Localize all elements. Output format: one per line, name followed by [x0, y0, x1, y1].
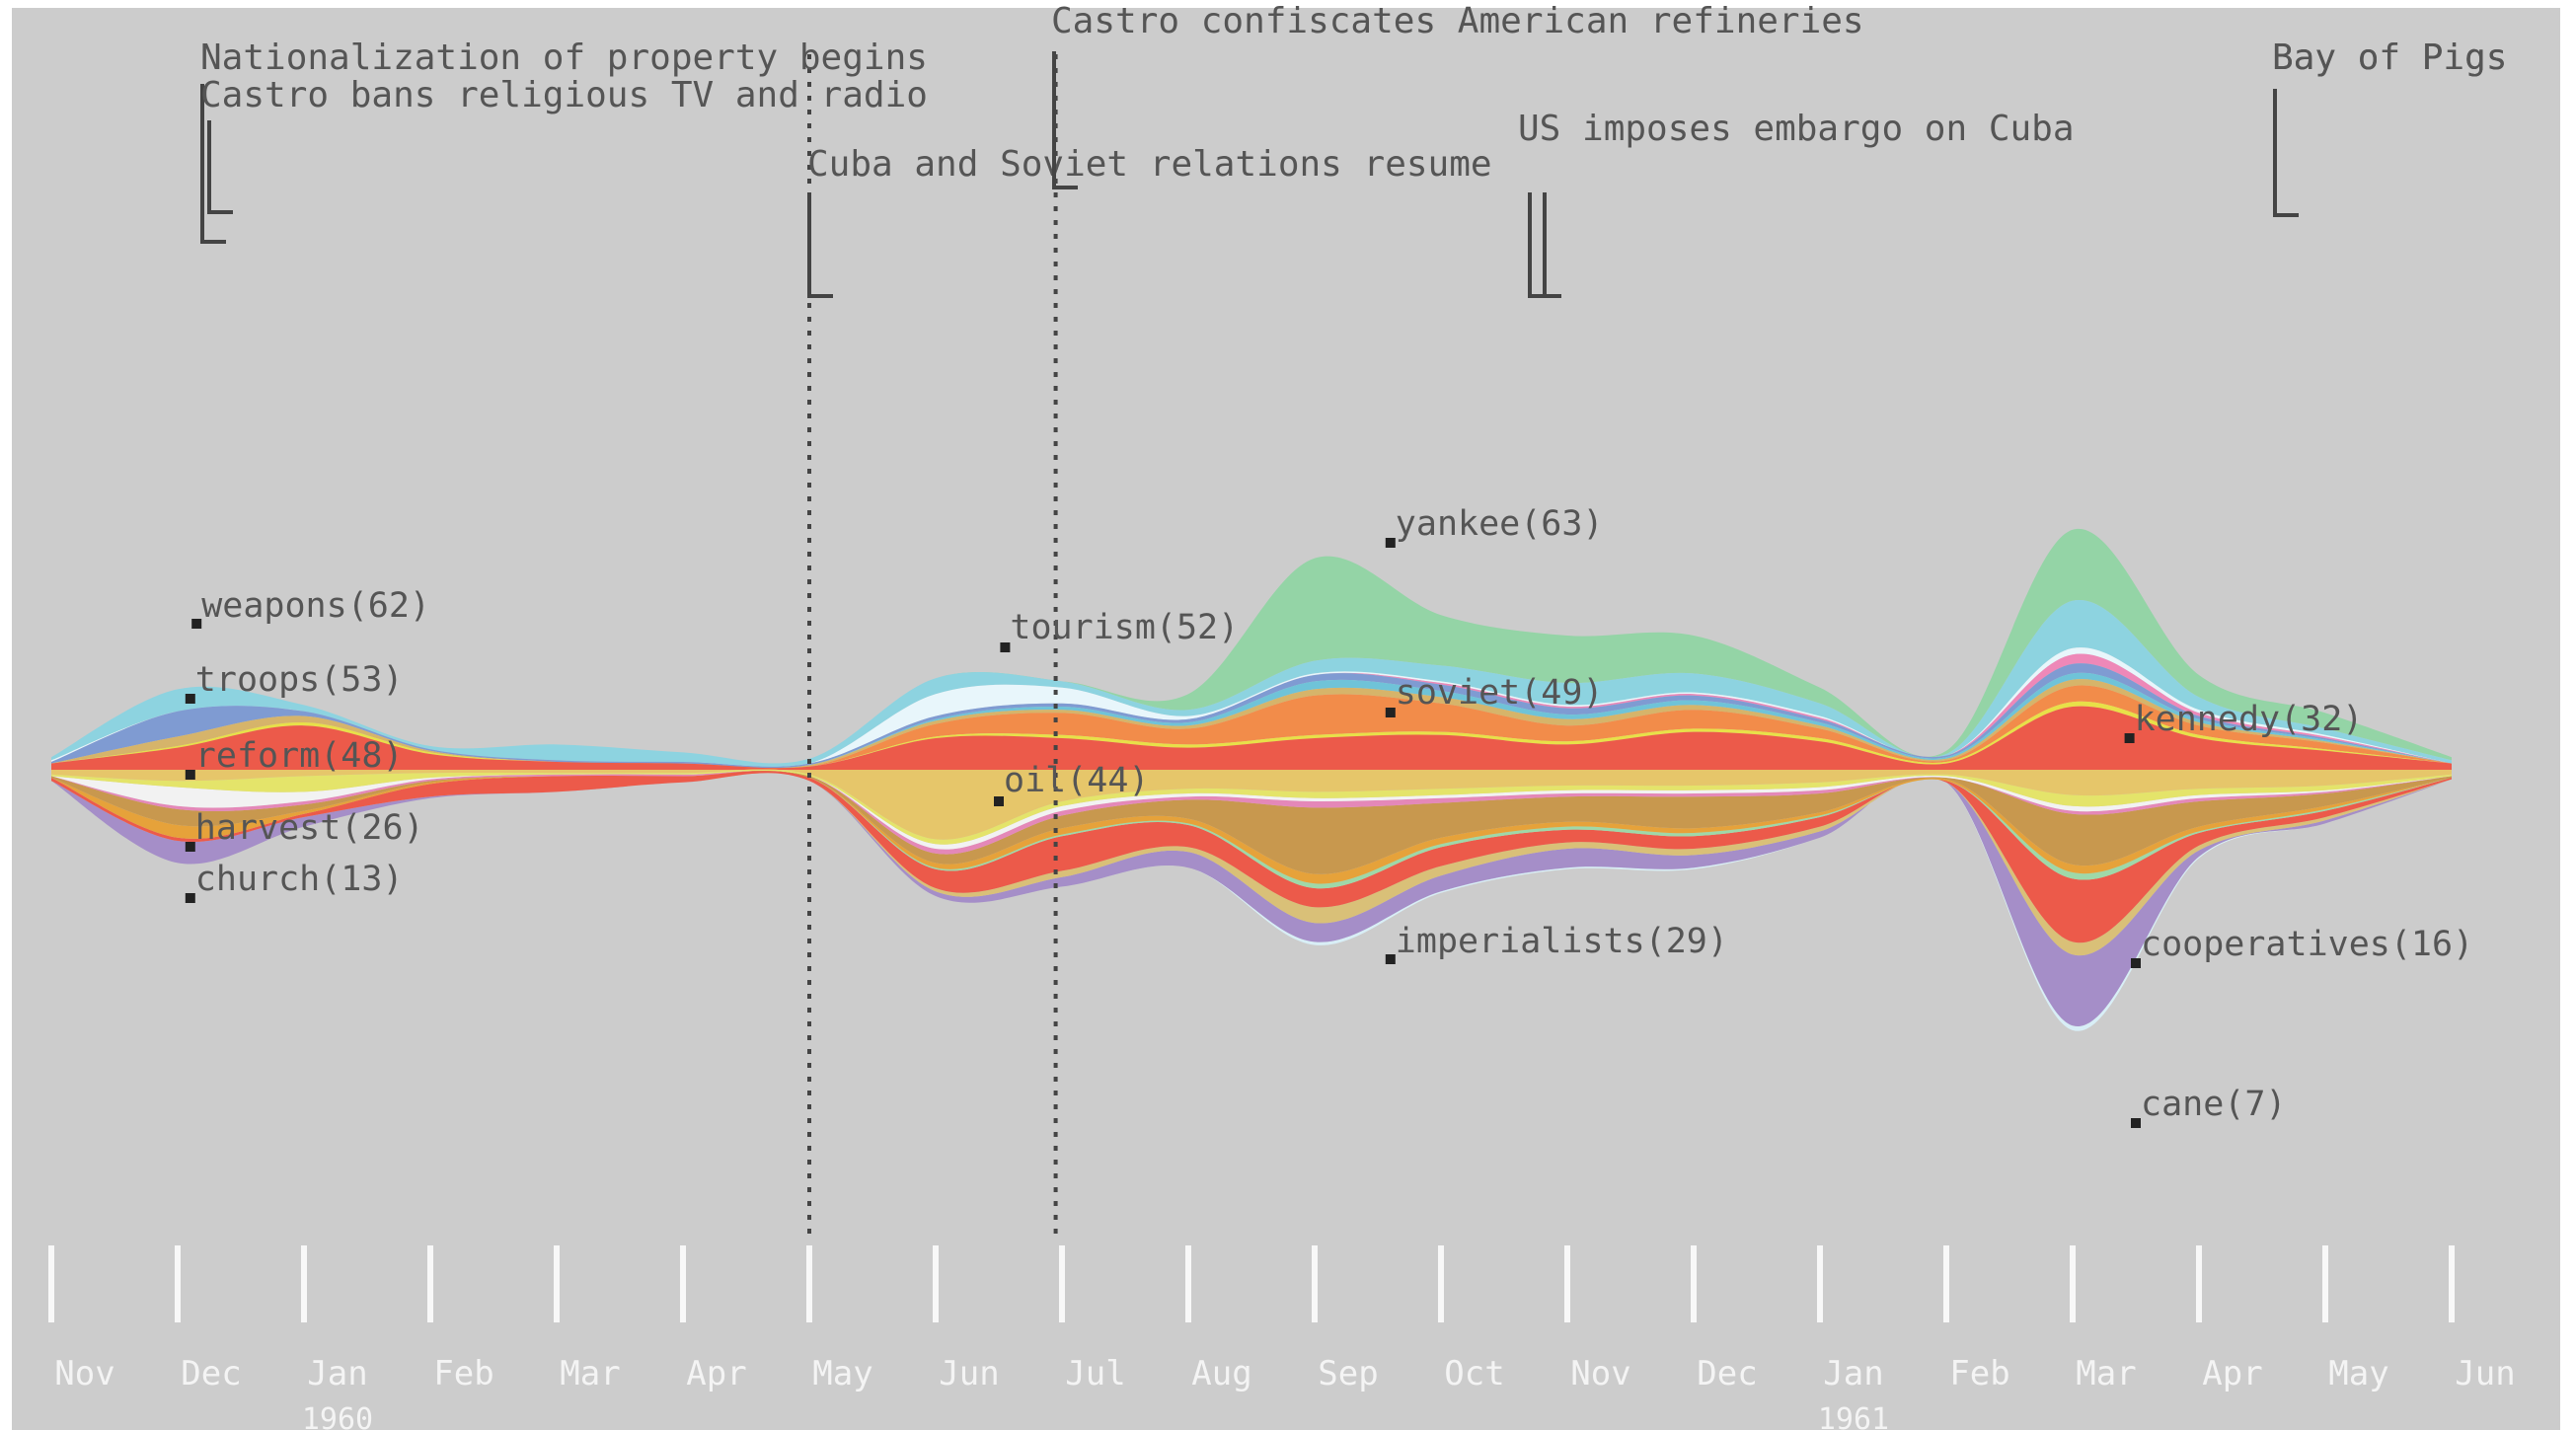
term-label-10: kennedy(32): [2124, 700, 2364, 743]
month-label-7: Jun: [939, 1354, 999, 1393]
event-label: Castro confiscates American refineries: [1051, 1, 1864, 41]
time-axis: Nov Dec Jan Feb Mar Apr May Jun Jul Aug Sep Oct Nov D…: [48, 1245, 2516, 1430]
event-label: US imposes embargo on Cuba: [1518, 109, 2075, 149]
term-text: soviet(49): [1396, 673, 1604, 713]
term-dot: [1000, 642, 1011, 652]
term-label-8: soviet(49): [1385, 673, 1604, 717]
event-label-partial: Bay of Pigs: [2272, 38, 2507, 78]
month-label-0: Nov: [54, 1354, 114, 1393]
month-label-13: Dec: [1697, 1354, 1757, 1393]
term-dot: [185, 694, 195, 704]
event-bracket: [200, 84, 226, 244]
event-label: Nationalization of property begins: [200, 38, 928, 78]
stream-soviet: [51, 685, 2452, 770]
month-label-12: Nov: [1570, 1354, 1630, 1393]
month-label-18: May: [2328, 1354, 2388, 1393]
event-bracket-extra: [1543, 192, 1561, 298]
month-label-15: Feb: [1949, 1354, 2009, 1393]
term-label-11: cooperatives(16): [2131, 925, 2473, 968]
month-label-9: Aug: [1191, 1354, 1251, 1393]
term-label-3: harvest(26): [185, 808, 424, 852]
event-bracket: [1052, 51, 1078, 189]
term-labels: weapons(62) troops(53) reform(48) harvest(2…: [185, 504, 2473, 1128]
term-label-4: church(13): [185, 860, 404, 903]
event-annotation-5: Bay of Pigs: [2272, 38, 2507, 217]
month-label-2: Jan: [307, 1354, 367, 1393]
term-text: church(13): [195, 860, 404, 899]
stream-weapons: [51, 600, 2452, 769]
year-label-1: 1961: [1818, 1402, 1889, 1430]
term-dot: [185, 770, 195, 780]
term-label-5: tourism(52): [1000, 608, 1239, 652]
month-label-1: Dec: [181, 1354, 241, 1393]
month-label-8: Jul: [1065, 1354, 1125, 1393]
month-label-11: Oct: [1444, 1354, 1504, 1393]
term-text: tourism(52): [1010, 608, 1239, 647]
term-text: imperialists(29): [1396, 922, 1728, 961]
term-dot: [2131, 958, 2141, 968]
event-label: Bay of Pigs: [2272, 38, 2507, 78]
month-label-19: Jun: [2455, 1354, 2515, 1393]
term-text: oil(44): [1004, 761, 1150, 800]
term-dot: [1385, 538, 1396, 548]
term-text: harvest(26): [195, 808, 424, 848]
event-annotation-1: Castro bans religious TV and radio: [200, 75, 928, 214]
stream-layers: [51, 528, 2452, 1031]
term-label-7: yankee(63): [1385, 504, 1604, 548]
year-label-0: 1960: [302, 1402, 373, 1430]
term-dot: [2131, 1118, 2141, 1128]
event-label: Cuba and Soviet relations resume: [807, 144, 1492, 185]
term-text: troops(53): [195, 660, 404, 700]
term-text: kennedy(32): [2135, 700, 2364, 739]
month-label-3: Feb: [433, 1354, 493, 1393]
month-label-6: May: [812, 1354, 872, 1393]
term-text: reform(48): [195, 736, 404, 776]
term-dot: [994, 796, 1004, 806]
month-label-4: Mar: [560, 1354, 620, 1393]
term-dot: [2124, 733, 2135, 743]
month-label-17: Apr: [2202, 1354, 2262, 1393]
stream-reform: [51, 706, 2452, 770]
term-text: cane(7): [2141, 1085, 2287, 1124]
term-label-0: weapons(62): [191, 586, 430, 629]
event-bracket: [2273, 89, 2299, 217]
stream-lime: [51, 769, 2452, 845]
stream-cane: [51, 772, 2452, 1026]
event-annotation-3: Castro confiscates American refineries: [1051, 1, 1864, 189]
month-label-5: Apr: [686, 1354, 746, 1393]
month-label-16: Mar: [2076, 1354, 2136, 1393]
term-label-1: troops(53): [185, 660, 404, 704]
term-dot: [1385, 708, 1396, 717]
event-annotation-2: Cuba and Soviet relations resume: [807, 144, 1492, 298]
term-label-6: oil(44): [994, 761, 1150, 806]
stream-yankee: [51, 528, 2452, 764]
month-label-14: Jan: [1823, 1354, 1883, 1393]
term-label-12: cane(7): [2131, 1085, 2287, 1128]
term-text: yankee(63): [1396, 504, 1604, 544]
term-label-2: reform(48): [185, 736, 404, 780]
event-annotation-0: Nationalization of property begins: [200, 38, 928, 244]
term-dot: [185, 842, 195, 852]
event-bracket: [207, 120, 233, 214]
term-text: cooperatives(16): [2141, 925, 2473, 964]
event-bracket: [807, 195, 833, 298]
term-dot: [1385, 954, 1396, 964]
event-annotations: Nationalization of property beginsCastro…: [200, 1, 2507, 298]
term-text: weapons(62): [201, 586, 430, 626]
event-annotation-4: US imposes embargo on Cuba: [1518, 109, 2075, 298]
term-label-9: imperialists(29): [1385, 922, 1728, 964]
term-dot: [185, 893, 195, 903]
stream-imperialists: [51, 770, 2452, 874]
event-label: Castro bans religious TV and radio: [200, 75, 928, 115]
term-dot: [191, 619, 202, 629]
stream-oil: [51, 769, 2452, 840]
month-label-10: Sep: [1318, 1354, 1378, 1393]
